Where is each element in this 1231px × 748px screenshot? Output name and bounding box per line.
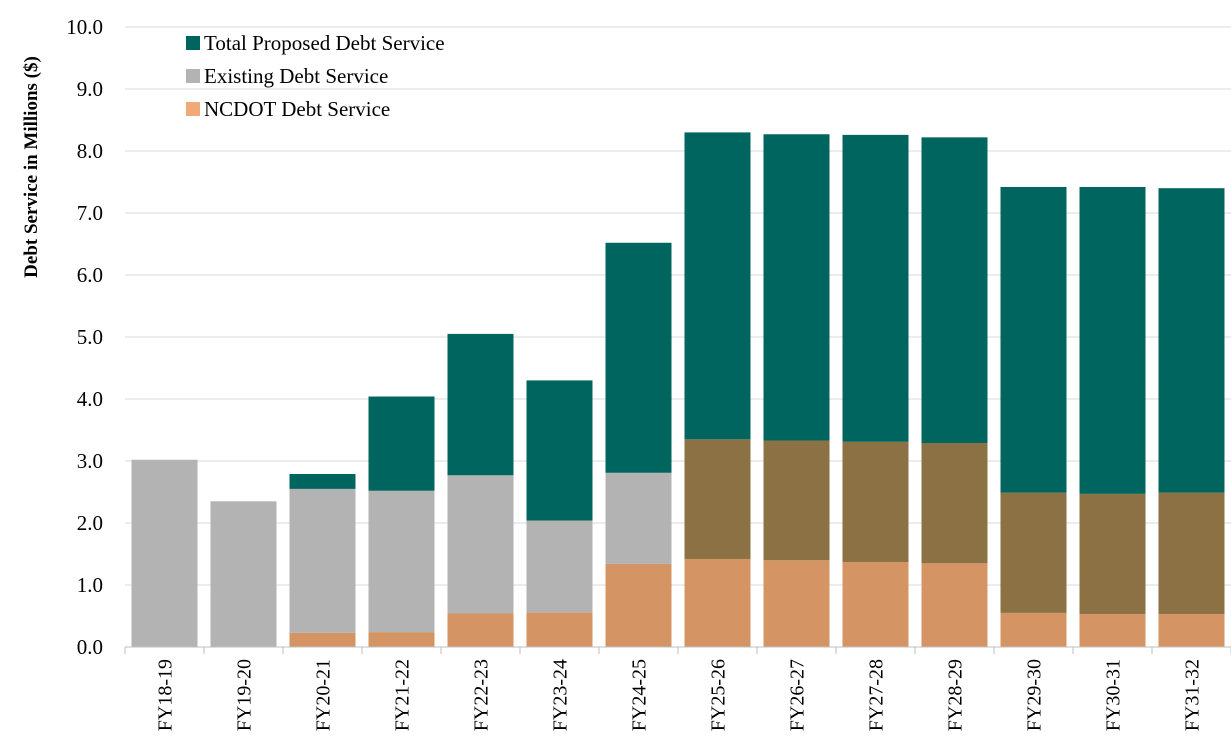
bar-segment-ncdot (289, 632, 356, 647)
bar-segment-overlap (1158, 492, 1225, 615)
x-tick-label: FY26-27 (787, 659, 809, 731)
x-axis: FY18-19 FY19-20 FY20-21 FY21-22 FY22-23 FY23-… (124, 646, 1231, 731)
y-tick-label: 9.0 (77, 77, 103, 101)
bar-segment-existing (131, 459, 198, 647)
bar-segment-total-proposed (763, 134, 830, 441)
bar-segment-overlap (684, 439, 751, 559)
bar-segment-total-proposed (526, 380, 593, 521)
bar-segment-ncdot (368, 632, 435, 647)
bar-segment-ncdot (1079, 614, 1146, 647)
bar-segment-ncdot (921, 563, 988, 647)
bar-segment-total-proposed (1158, 188, 1225, 493)
y-tick-label: 6.0 (77, 263, 103, 287)
y-tick-label: 8.0 (77, 139, 103, 163)
bar-segment-ncdot (526, 612, 593, 647)
x-tick-label: FY20-21 (313, 659, 335, 731)
legend-label: Existing Debt Service (204, 64, 388, 88)
bar-segment-existing (447, 475, 514, 614)
bar-segment-ncdot (447, 613, 514, 647)
y-axis-ticks: 0.0 1.0 2.0 3.0 4.0 5.0 6.0 7.0 8.0 9.0 10.0 (66, 15, 103, 659)
bar-segment-existing (605, 472, 672, 564)
bar-segment-total-proposed (921, 137, 988, 444)
bar-segment-total-proposed (289, 474, 356, 489)
bar-segment-overlap (921, 443, 988, 564)
bar-segment-overlap (842, 441, 909, 563)
x-tick-label: FY22-23 (471, 659, 493, 731)
x-tick-label: FY24-25 (629, 659, 651, 731)
y-tick-label: 10.0 (66, 15, 103, 39)
y-tick-label: 7.0 (77, 201, 103, 225)
bar-segment-total-proposed (368, 396, 435, 491)
bar-segment-total-proposed (1079, 186, 1146, 494)
x-tick-label: FY30-31 (1103, 659, 1125, 731)
bar-segment-existing (526, 520, 593, 613)
y-tick-label: 4.0 (77, 387, 103, 411)
y-tick-label: 5.0 (77, 325, 103, 349)
legend-swatch (186, 102, 200, 116)
bar-segment-overlap (763, 440, 830, 561)
x-tick-label: FY18-19 (155, 659, 177, 731)
bar-segment-overlap (1079, 493, 1146, 615)
bar-segment-existing (289, 488, 356, 633)
bar-segment-ncdot (684, 558, 751, 647)
y-tick-label: 1.0 (77, 573, 103, 597)
x-tick-label: FY28-29 (945, 659, 967, 731)
bar-segment-ncdot (1158, 614, 1225, 647)
y-tick-label: 0.0 (77, 635, 103, 659)
x-tick-label: FY23-24 (550, 659, 572, 731)
bar-segment-total-proposed (684, 132, 751, 440)
y-tick-label: 3.0 (77, 449, 103, 473)
bar-segment-total-proposed (447, 333, 514, 476)
legend-label: Total Proposed Debt Service (204, 31, 445, 55)
y-tick-label: 2.0 (77, 511, 103, 535)
legend-label: NCDOT Debt Service (204, 97, 390, 121)
bars (131, 132, 1225, 647)
bar-segment-total-proposed (842, 134, 909, 442)
x-tick-label: FY29-30 (1024, 659, 1046, 731)
x-tick-label: FY19-20 (234, 659, 256, 731)
bar-segment-ncdot (605, 563, 672, 647)
x-tick-label: FY31-32 (1182, 659, 1204, 731)
x-tick-label: FY27-28 (866, 659, 888, 731)
legend-swatch (186, 69, 200, 83)
bar-segment-existing (368, 490, 435, 633)
x-tick-label: FY25-26 (708, 659, 730, 731)
y-axis-label: Debt Service in Millions ($) (21, 56, 42, 278)
legend-swatch (186, 36, 200, 50)
bar-segment-ncdot (842, 562, 909, 647)
bar-segment-existing (210, 501, 277, 647)
legend: Total Proposed Debt Service Existing Debt… (186, 31, 445, 121)
bar-segment-total-proposed (1000, 186, 1067, 493)
bar-segment-ncdot (1000, 612, 1067, 647)
bar-segment-ncdot (763, 560, 830, 647)
bar-segment-total-proposed (605, 242, 672, 473)
x-tick-label: FY21-22 (392, 659, 414, 731)
bar-segment-overlap (1000, 492, 1067, 613)
